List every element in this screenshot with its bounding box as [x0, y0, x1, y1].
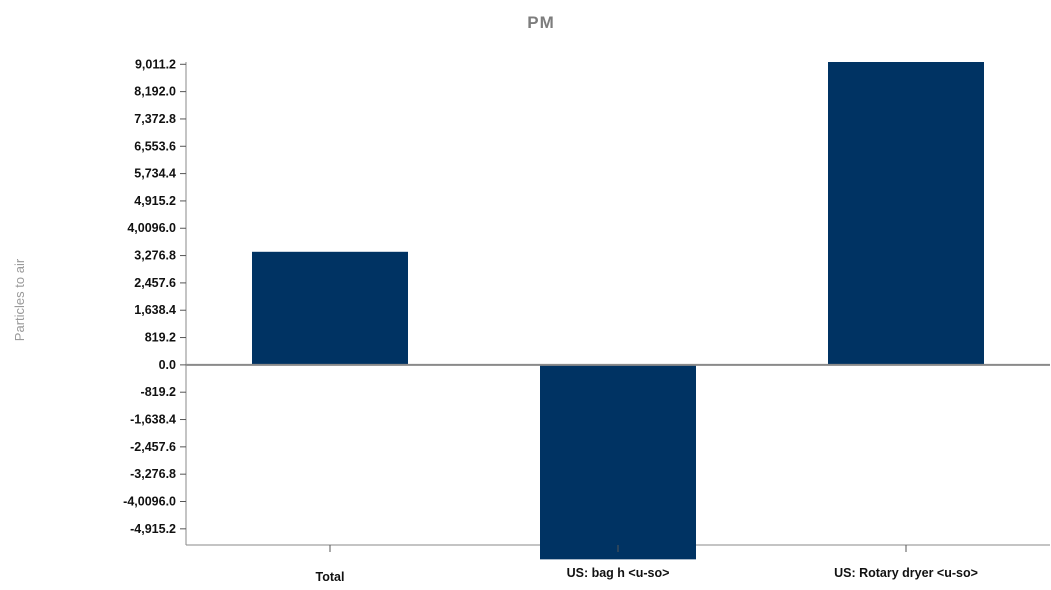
- x-tick-label: US: Rotary dryer <u-so>: [834, 566, 978, 580]
- y-tick-label: 3,276.8: [134, 249, 176, 263]
- bar: [828, 62, 984, 365]
- y-tick-label: -2,457.6: [130, 440, 176, 454]
- y-tick-label: 4,915.2: [134, 194, 176, 208]
- y-tick-label: 1,638.4: [134, 303, 176, 317]
- y-tick-label: 8,192.0: [134, 85, 176, 99]
- y-tick-label: -1,638.4: [130, 413, 176, 427]
- bar: [540, 365, 696, 559]
- y-tick-label: -3,276.8: [130, 467, 176, 481]
- bar: [252, 252, 408, 365]
- x-tick-label: Total: [316, 570, 345, 584]
- y-axis-label: Particles to air: [12, 258, 27, 341]
- chart-title: PM: [527, 13, 555, 32]
- x-tick-label: US: bag h <u-so>: [567, 566, 670, 580]
- y-tick-label: 0.0: [159, 358, 176, 372]
- y-tick-label: 4,0096.0: [127, 221, 176, 235]
- y-tick-label: 5,734.4: [134, 167, 176, 181]
- y-tick-label: 6,553.6: [134, 139, 176, 153]
- y-tick-label: 2,457.6: [134, 276, 176, 290]
- y-tick-label: 7,372.8: [134, 112, 176, 126]
- y-tick-label: 819.2: [145, 331, 176, 345]
- y-tick-label: -819.2: [141, 385, 176, 399]
- y-tick-label: -4,915.2: [130, 522, 176, 536]
- plot-area: 9,011.2 8,192.0 7,372.8 6,553.6 5,734.4 4,915…: [123, 57, 1050, 584]
- y-tick-label: 9,011.2: [135, 57, 176, 71]
- y-tick-label: -4,0096.0: [123, 495, 176, 509]
